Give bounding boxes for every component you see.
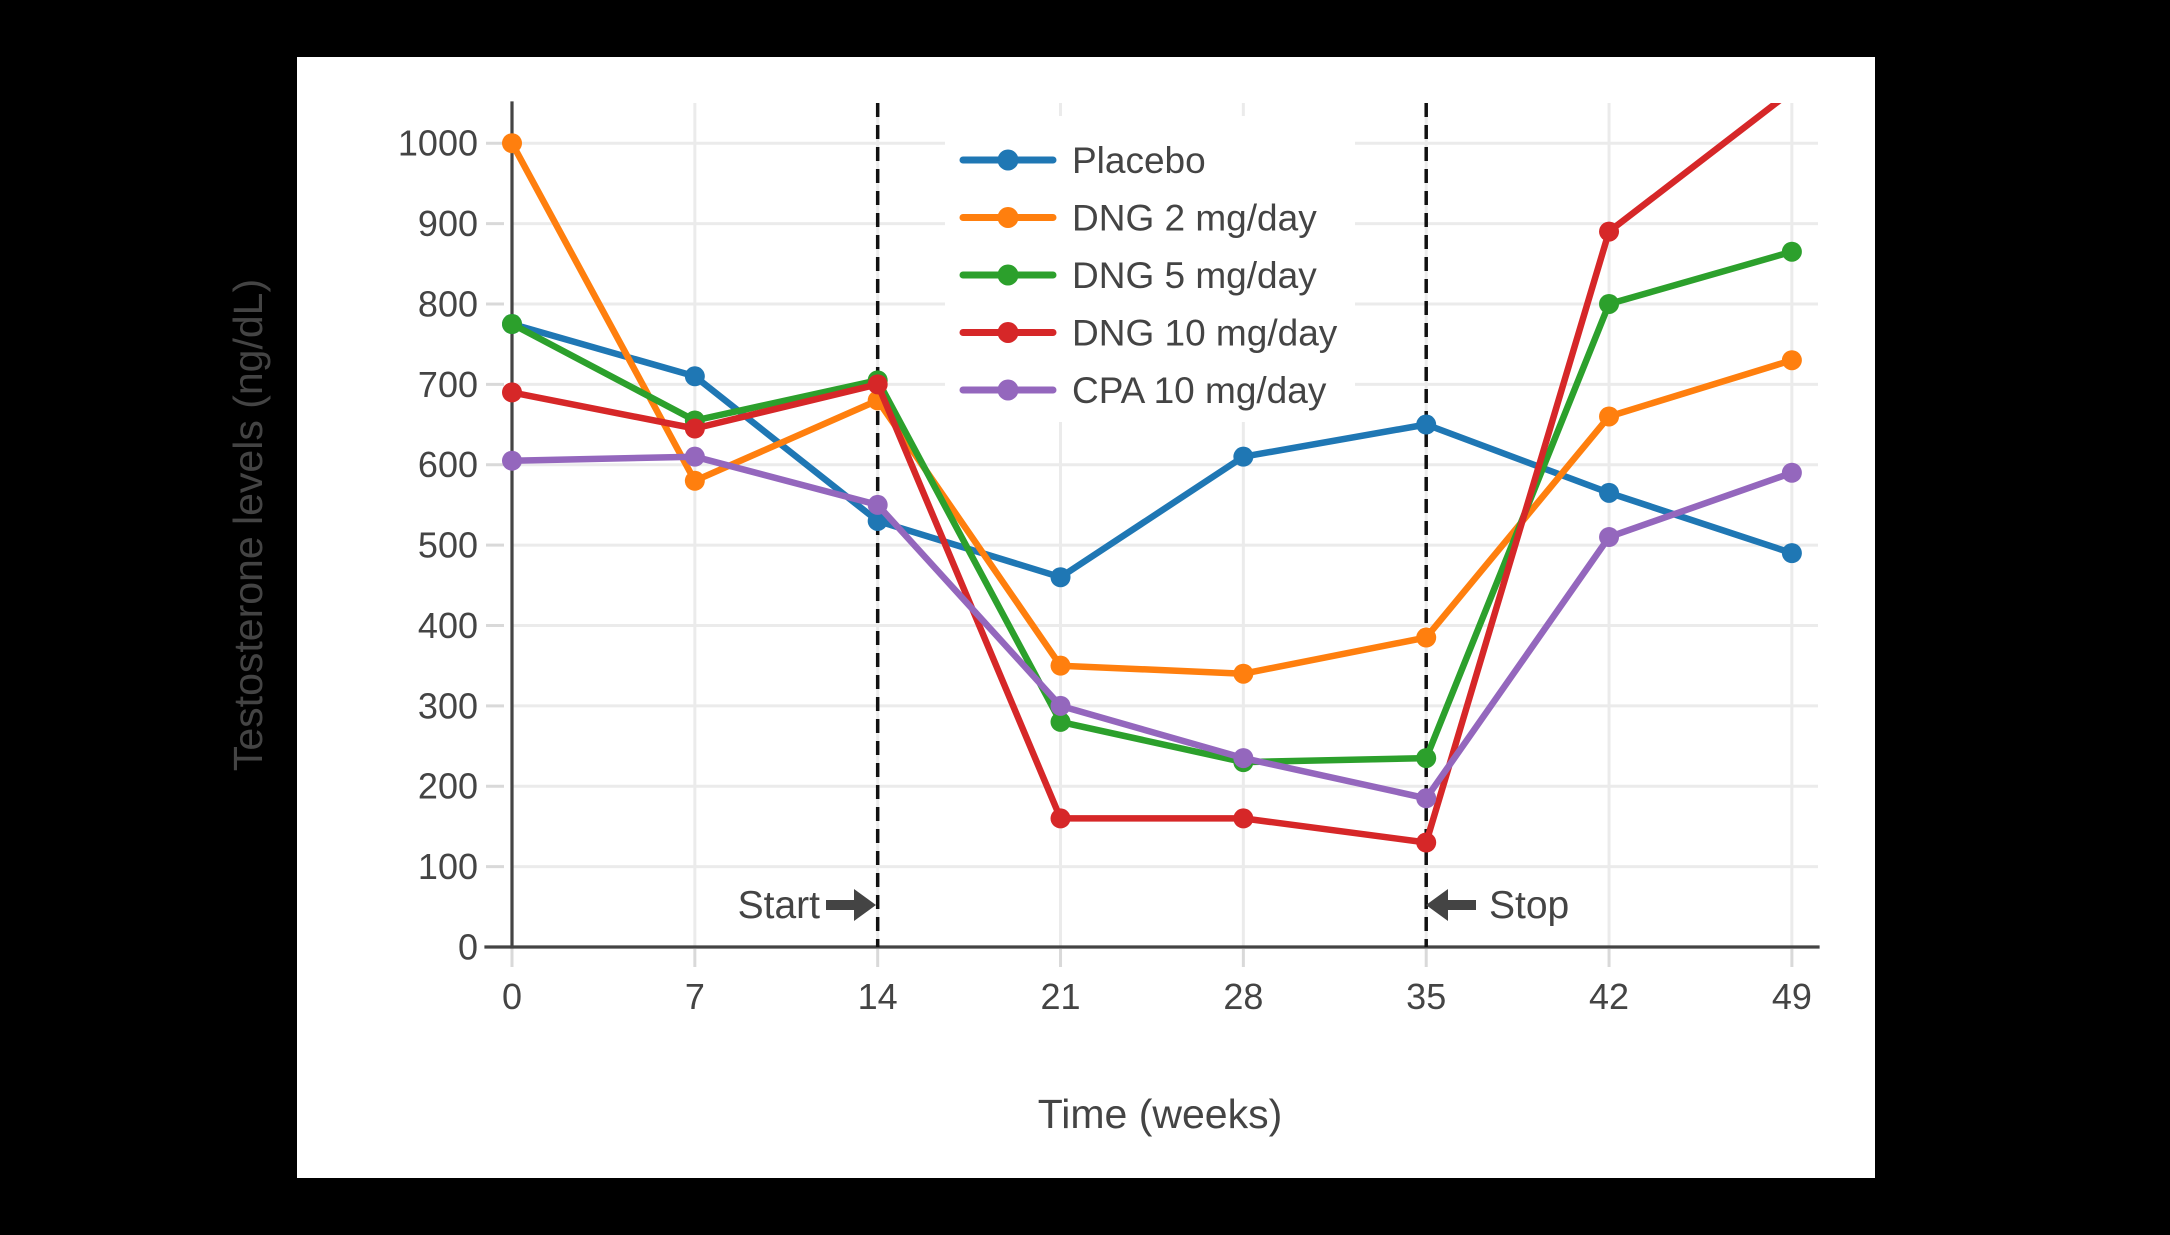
y-tick-label-0: 0	[458, 927, 478, 968]
data-point-placebo-week-49	[1781, 543, 1802, 564]
axis-spines	[484, 101, 1820, 949]
data-point-placebo-week-28	[1233, 446, 1254, 467]
tick-labels: 0 100 200 300 400 500 600 700 800 900 1000 0 7 14 21 28…	[398, 123, 1812, 1017]
data-point-dng-5-mg-day-week-21	[1050, 711, 1071, 732]
legend-marker-icon	[997, 322, 1019, 343]
y-tick-label-600: 600	[418, 444, 478, 485]
data-point-dng-2-mg-day-week-42	[1599, 406, 1620, 427]
y-tick-label-500: 500	[418, 525, 478, 566]
data-point-cpa-10-mg-day-week-49	[1781, 462, 1802, 483]
data-point-dng-2-mg-day-week-35	[1416, 627, 1437, 648]
data-point-cpa-10-mg-day-week-28	[1233, 748, 1254, 769]
x-tick-label-7: 7	[685, 976, 705, 1017]
data-point-dng-2-mg-day-week-49	[1781, 350, 1802, 371]
start-arrow-icon	[826, 889, 876, 921]
data-series	[502, 103, 1802, 853]
y-tick-label-800: 800	[418, 283, 478, 324]
y-tick-label-700: 700	[418, 364, 478, 405]
y-tick-label-1000: 1000	[398, 123, 478, 164]
stop-arrow-icon	[1426, 889, 1476, 921]
legend-label-dng-2-mg-day: DNG 2 mg/day	[1072, 198, 1317, 239]
annotations: Start Stop	[738, 884, 1570, 927]
y-tick-label-400: 400	[418, 605, 478, 646]
x-tick-label-21: 21	[1040, 976, 1080, 1017]
series-line-dng-5-mg-day	[508, 248, 1796, 766]
data-point-placebo-week-35	[1416, 414, 1437, 435]
data-point-placebo-week-7	[684, 366, 705, 387]
data-point-dng-5-mg-day-week-0	[502, 314, 522, 335]
x-tick-label-14: 14	[858, 976, 898, 1017]
data-point-dng-10-mg-day-week-42	[1599, 221, 1620, 242]
data-point-cpa-10-mg-day-week-14	[867, 494, 888, 515]
data-point-cpa-10-mg-day-week-35	[1416, 788, 1437, 809]
x-tick-label-35: 35	[1406, 976, 1446, 1017]
data-point-dng-10-mg-day-week-14	[867, 374, 888, 395]
data-point-dng-10-mg-day-week-0	[502, 382, 522, 403]
x-axis-title: Time (weeks)	[1038, 1091, 1283, 1137]
data-point-dng-5-mg-day-week-42	[1599, 293, 1620, 314]
legend: Placebo DNG 2 mg/day DNG 5 mg/day DNG 10 mg…	[945, 116, 1355, 422]
y-tick-label-100: 100	[418, 846, 478, 887]
data-point-placebo-week-42	[1599, 482, 1620, 503]
data-point-dng-10-mg-day-week-35	[1416, 832, 1437, 853]
x-tick-label-28: 28	[1223, 976, 1263, 1017]
series-line-dng-10-mg-day	[508, 103, 1782, 846]
legend-item-dng-2-mg-day: DNG 2 mg/day	[959, 198, 1317, 239]
y-tick-label-900: 900	[418, 203, 478, 244]
legend-marker-icon	[997, 207, 1019, 228]
legend-marker-icon	[997, 264, 1019, 286]
data-point-dng-5-mg-day-week-35	[1416, 748, 1437, 769]
series-line-placebo	[508, 320, 1796, 581]
y-tick-label-300: 300	[418, 685, 478, 726]
series-dng-10-mg-day	[502, 103, 1782, 853]
legend-label-placebo: Placebo	[1072, 140, 1206, 181]
data-point-dng-2-mg-day-week-21	[1050, 655, 1071, 676]
legend-item-dng-5-mg-day: DNG 5 mg/day	[959, 255, 1317, 296]
data-point-cpa-10-mg-day-week-21	[1050, 695, 1071, 716]
legend-item-placebo: Placebo	[959, 140, 1206, 181]
x-tick-label-42: 42	[1589, 976, 1629, 1017]
series-line-cpa-10-mg-day	[508, 453, 1796, 802]
legend-label-cpa-10-mg-day: CPA 10 mg/day	[1072, 370, 1327, 411]
data-point-dng-10-mg-day-week-7	[684, 418, 705, 439]
data-point-cpa-10-mg-day-week-42	[1599, 527, 1620, 548]
data-point-dng-10-mg-day-week-28	[1233, 808, 1254, 829]
data-point-dng-10-mg-day-week-21	[1050, 808, 1071, 829]
data-point-dng-2-mg-day-week-28	[1233, 663, 1254, 684]
data-point-placebo-week-14	[867, 510, 888, 531]
series-cpa-10-mg-day	[502, 446, 1802, 809]
data-point-cpa-10-mg-day-week-7	[684, 446, 705, 467]
start-annotation-label: Start	[738, 884, 821, 927]
x-tick-label-0: 0	[502, 976, 522, 1017]
legend-marker-icon	[997, 379, 1019, 401]
y-axis-title: Testosterone levels (ng/dL)	[225, 279, 271, 771]
data-point-dng-2-mg-day-week-0	[502, 133, 522, 154]
x-tick-label-49: 49	[1772, 976, 1812, 1017]
data-point-dng-2-mg-day-week-7	[684, 470, 705, 491]
y-tick-label-200: 200	[418, 766, 478, 807]
data-point-dng-5-mg-day-week-49	[1781, 241, 1802, 262]
legend-marker-icon	[997, 149, 1019, 171]
legend-item-dng-10-mg-day: DNG 10 mg/day	[959, 313, 1338, 354]
legend-label-dng-10-mg-day: DNG 10 mg/day	[1072, 313, 1338, 354]
stop-annotation-label: Stop	[1489, 884, 1569, 927]
data-point-placebo-week-21	[1050, 567, 1071, 588]
legend-label-dng-5-mg-day: DNG 5 mg/day	[1072, 255, 1317, 296]
data-point-cpa-10-mg-day-week-0	[502, 450, 522, 471]
legend-item-cpa-10-mg-day: CPA 10 mg/day	[959, 370, 1327, 411]
